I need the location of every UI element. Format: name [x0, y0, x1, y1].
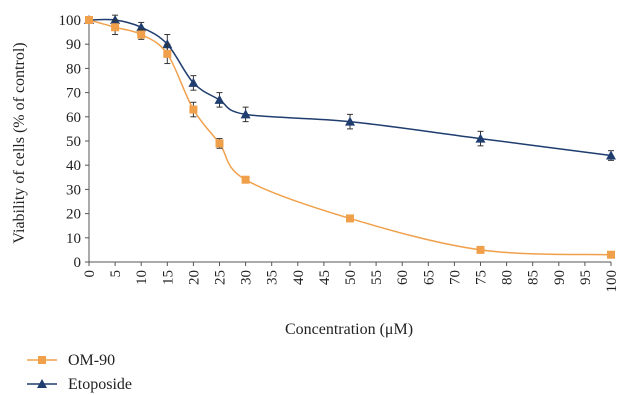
x-tick-label: 10: [134, 270, 150, 285]
data-point-etoposide: [240, 109, 251, 119]
x-tick-label: 70: [447, 270, 463, 285]
x-tick-label: 100: [604, 270, 617, 293]
x-tick-label: 60: [395, 270, 411, 285]
y-tick-label: 80: [66, 61, 81, 77]
x-tick-label: 50: [343, 270, 359, 285]
y-tick-label: 20: [66, 207, 81, 223]
y-tick-label: 10: [66, 231, 81, 247]
x-tick-label: 5: [108, 270, 124, 278]
x-tick-label: 75: [474, 270, 490, 285]
x-tick-label: 65: [421, 270, 437, 285]
x-tick-label: 45: [317, 270, 333, 285]
data-point-om-90: [215, 139, 224, 148]
y-tick-label: 100: [59, 13, 82, 29]
legend-marker-om-90: [38, 356, 46, 364]
data-point-etoposide: [188, 77, 199, 87]
x-tick-label: 85: [526, 270, 542, 285]
x-tick-label: 95: [578, 270, 594, 285]
plot-area: 0 10 20 30 40 50 60 70 80 90 100 0 5 10 15 20 25 30 35 40 45…: [59, 13, 617, 293]
data-point-om-90: [111, 23, 120, 32]
data-point-om-90: [189, 105, 198, 114]
data-point-etoposide: [136, 22, 147, 32]
x-axis-title: Concentration (μM): [285, 321, 413, 338]
data-point-om-90: [607, 250, 615, 259]
y-tick-label: 50: [66, 134, 81, 150]
data-point-etoposide: [606, 150, 616, 160]
data-point-om-90: [476, 245, 485, 254]
x-tick-label: 90: [552, 270, 568, 285]
x-tick-label: 20: [186, 270, 202, 285]
x-tick-label: 35: [265, 270, 281, 285]
data-point-etoposide: [345, 116, 355, 126]
y-tick-label: 30: [66, 182, 81, 198]
x-tick-label: 0: [82, 270, 98, 278]
data-point-om-90: [163, 49, 172, 58]
data-point-om-90: [241, 175, 250, 184]
y-tick-label: 60: [66, 110, 81, 126]
data-point-om-90: [85, 16, 93, 24]
x-tick-label: 15: [160, 270, 176, 285]
legend-marker-etoposide: [37, 379, 47, 388]
data-point-etoposide: [214, 94, 225, 104]
x-tick-label: 80: [500, 270, 516, 285]
data-point-om-90: [346, 214, 354, 223]
x-tick-label: 30: [239, 270, 255, 285]
x-tick-label: 40: [291, 270, 307, 285]
y-axis-title: Viability of cells (% of control): [11, 42, 28, 243]
legend: OM-90 Etoposide: [27, 352, 132, 393]
y-tick-label: 70: [66, 86, 81, 102]
legend-label-etoposide: Etoposide: [68, 376, 132, 393]
y-tick-label: 90: [66, 37, 81, 53]
y-tick-label: 0: [74, 255, 82, 271]
legend-label-om-90: OM-90: [68, 352, 115, 369]
y-tick-label: 40: [66, 158, 81, 174]
data-point-etoposide: [475, 133, 486, 143]
x-tick-label: 25: [213, 270, 229, 285]
data-point-om-90: [137, 30, 146, 39]
x-tick-label: 55: [369, 270, 385, 285]
